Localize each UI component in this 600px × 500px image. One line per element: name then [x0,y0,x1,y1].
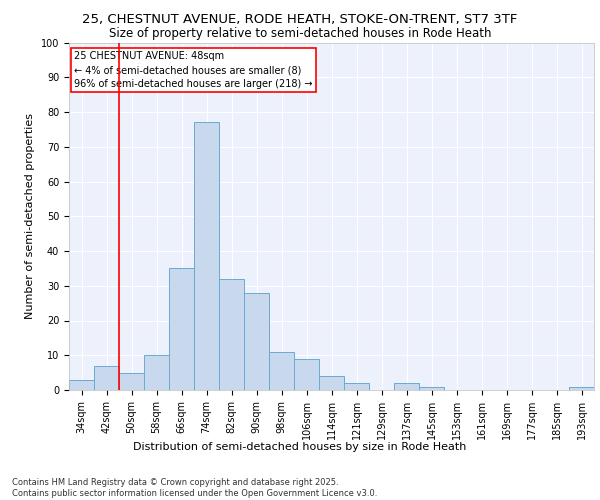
Y-axis label: Number of semi-detached properties: Number of semi-detached properties [25,114,35,320]
Bar [394,383,419,390]
Text: Contains HM Land Registry data © Crown copyright and database right 2025.
Contai: Contains HM Land Registry data © Crown c… [12,478,377,498]
Bar [269,352,294,390]
Bar [219,279,244,390]
Bar [569,386,594,390]
Bar [194,122,219,390]
Bar [144,355,169,390]
Bar [319,376,344,390]
Text: 25 CHESTNUT AVENUE: 48sqm
← 4% of semi-detached houses are smaller (8)
96% of se: 25 CHESTNUT AVENUE: 48sqm ← 4% of semi-d… [74,51,313,89]
Text: Size of property relative to semi-detached houses in Rode Heath: Size of property relative to semi-detach… [109,28,491,40]
Bar [119,372,144,390]
Bar [294,358,319,390]
Text: Distribution of semi-detached houses by size in Rode Heath: Distribution of semi-detached houses by … [133,442,467,452]
Bar [169,268,194,390]
Text: 25, CHESTNUT AVENUE, RODE HEATH, STOKE-ON-TRENT, ST7 3TF: 25, CHESTNUT AVENUE, RODE HEATH, STOKE-O… [82,12,518,26]
Bar [419,386,444,390]
Bar [244,292,269,390]
Bar [69,380,94,390]
Bar [94,366,119,390]
Bar [344,383,369,390]
